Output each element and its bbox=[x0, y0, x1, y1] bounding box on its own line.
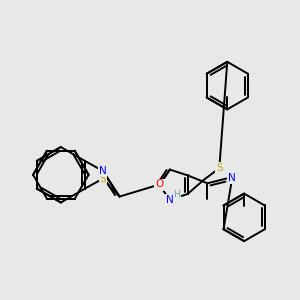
Text: N: N bbox=[155, 180, 163, 190]
Text: S: S bbox=[99, 174, 106, 184]
Text: N: N bbox=[166, 195, 174, 205]
Text: N: N bbox=[228, 173, 236, 183]
Text: S: S bbox=[216, 163, 223, 173]
Text: N: N bbox=[99, 166, 106, 176]
Text: H: H bbox=[173, 190, 180, 199]
Text: O: O bbox=[156, 179, 164, 190]
